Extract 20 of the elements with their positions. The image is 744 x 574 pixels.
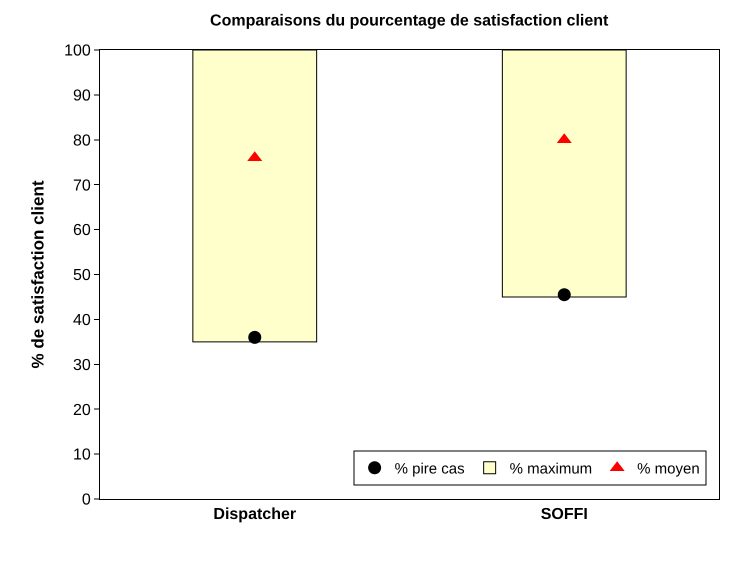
y-tick-label: 20 — [73, 402, 91, 419]
legend-label: % moyen — [637, 460, 700, 478]
y-tick-label: 70 — [73, 177, 91, 194]
y-tick-label: 60 — [73, 222, 91, 240]
chart-title: Comparaisons du pourcentage de satisfaction client — [210, 12, 610, 30]
x-tick-label: SOFFI — [540, 506, 588, 524]
y-tick-label: 0 — [82, 492, 91, 509]
point — [558, 288, 571, 302]
y-tick-label: 30 — [73, 356, 91, 374]
y-tick-label: 80 — [73, 132, 91, 150]
y-tick-label: 40 — [73, 312, 91, 329]
y-tick-label: 50 — [73, 267, 91, 284]
point — [248, 330, 262, 344]
y-tick-label: 100 — [64, 42, 91, 60]
y-axis-title: % de satisfaction client — [28, 180, 48, 368]
legend-label: % pire cas — [394, 460, 465, 478]
y-tick-label: 90 — [73, 88, 91, 104]
legend-label: % maximum — [510, 460, 592, 478]
y-tick-label: 10 — [73, 446, 91, 464]
x-tick-label: Dispatcher — [213, 506, 296, 524]
